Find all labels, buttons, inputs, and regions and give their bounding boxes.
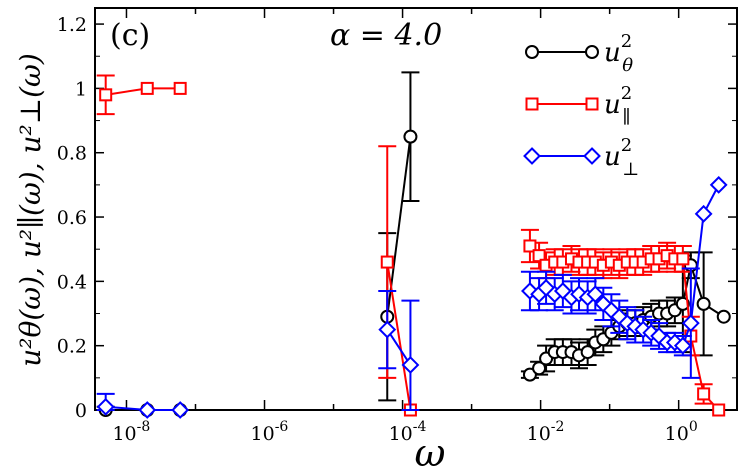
x-axis-label: ω — [415, 431, 446, 471]
data-point — [697, 387, 711, 401]
y-tick-label: 0.4 — [57, 271, 87, 293]
data-point — [585, 97, 599, 111]
data-point — [532, 361, 547, 376]
data-point — [673, 336, 692, 355]
legend-label: u2 ∥ — [604, 83, 632, 128]
data-point — [716, 309, 731, 324]
y-axis-label: u²θ(ω), u²∥(ω), u²⊥(ω) — [14, 53, 47, 367]
legend-entry-u_theta: u2 θ — [525, 31, 633, 76]
data-point — [173, 81, 187, 95]
data-point — [378, 320, 397, 339]
series-u_parallel — [96, 74, 726, 417]
x-tick-label: 10-6 — [251, 419, 289, 445]
series-line — [386, 261, 412, 411]
data-point — [585, 45, 599, 59]
data-point — [138, 401, 157, 419]
legend-label: u2 ⊥ — [604, 135, 639, 180]
data-point — [523, 239, 537, 253]
series-u_perp — [96, 175, 728, 419]
legend-entry-u_perp: u2 ⊥ — [523, 135, 639, 180]
x-tick-label: 100 — [665, 419, 698, 445]
data-point — [676, 252, 690, 266]
data-point — [401, 356, 420, 374]
data-point — [696, 296, 711, 311]
data-point — [675, 296, 690, 311]
data-point — [99, 88, 113, 102]
x-tick-label: 10-2 — [527, 419, 565, 445]
x-tick-label: 10-4 — [389, 419, 427, 445]
y-tick-label: 1 — [75, 78, 87, 100]
data-point — [140, 81, 154, 95]
annotation-alpha: α = 4.0 — [330, 18, 442, 53]
data-point — [712, 403, 726, 417]
series-line — [386, 329, 412, 366]
y-tick-label: 0.8 — [57, 143, 87, 165]
y-tick-label: 1.2 — [57, 14, 87, 36]
data-point — [96, 397, 115, 416]
y-tick-label: 0.6 — [57, 207, 87, 229]
panel-label: (c) — [110, 18, 150, 53]
data-point — [580, 345, 595, 360]
data-point — [583, 147, 601, 165]
data-point — [522, 367, 537, 382]
plot-frame — [94, 7, 738, 411]
data-point — [694, 204, 713, 223]
data-point — [532, 249, 546, 263]
data-point — [403, 129, 418, 144]
data-point — [523, 147, 541, 165]
data-point — [681, 314, 700, 333]
legend-entry-u_parallel: u2 ∥ — [525, 83, 632, 128]
legend-label: u2 θ — [604, 31, 633, 76]
data-point — [380, 255, 394, 269]
x-tick-label: 10-8 — [112, 419, 150, 445]
data-point — [171, 401, 190, 419]
data-point — [525, 45, 539, 59]
data-point — [709, 175, 728, 194]
y-tick-label: 0.2 — [57, 336, 87, 358]
data-point — [586, 285, 605, 304]
data-point — [525, 97, 539, 111]
y-tick-label: 0 — [75, 400, 87, 422]
